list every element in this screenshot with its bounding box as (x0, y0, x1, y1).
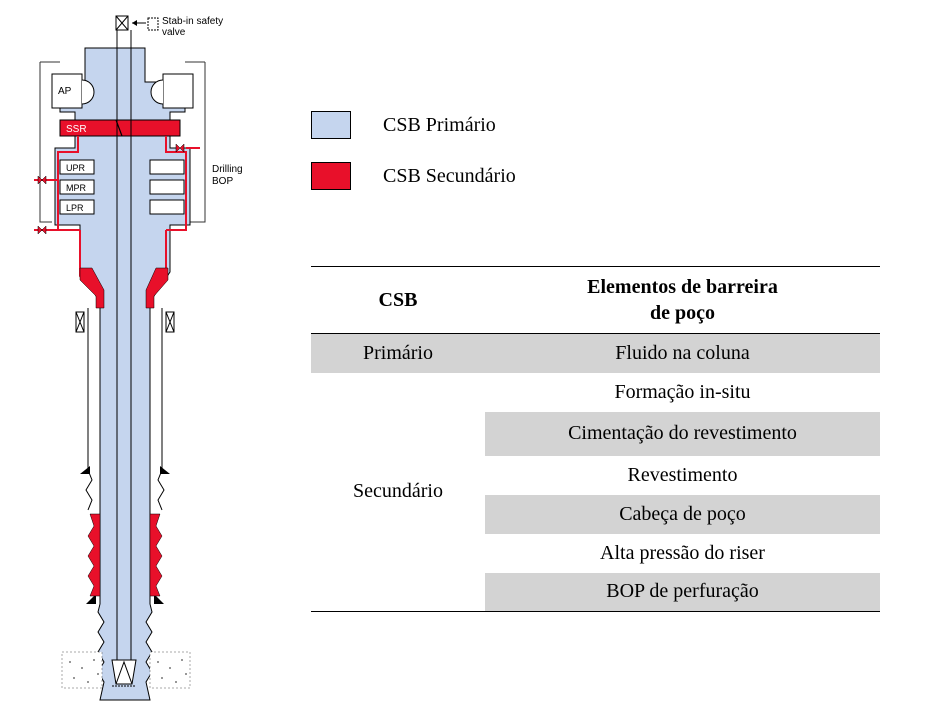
formation (61, 651, 191, 689)
mpr-label: MPR (66, 183, 87, 193)
ssr-label: SSR (66, 124, 87, 135)
ap-label: AP (58, 86, 72, 97)
element-cell: Revestimento (627, 463, 738, 486)
drill-string (116, 30, 132, 660)
table-row: Cabeça de poço (311, 494, 880, 534)
group-primary: Primário (363, 341, 433, 364)
element-cell: Cimentação do revestimento (485, 411, 880, 456)
casing-shoes (80, 466, 170, 604)
shear-ram: SSR (59, 119, 181, 137)
side-valves (37, 143, 185, 235)
header-csb: CSB (311, 266, 485, 334)
secondary-band (79, 267, 169, 309)
lpr-label: LPR (66, 203, 84, 213)
element-cell: Cabeça de poço (485, 494, 880, 534)
bop-frame (39, 61, 206, 223)
group-secondary: Secundário (311, 372, 485, 612)
casing-walls (75, 308, 175, 511)
drill-bit (111, 659, 137, 687)
drilling-bop-label-line2: BOP (212, 176, 233, 187)
element-cell: BOP de perfuração (485, 572, 880, 612)
stab-in-label-line2: valve (162, 27, 186, 38)
header-elements: Elementos de barreira de poço (485, 266, 880, 334)
table-row: BOP de perfuração (311, 572, 880, 612)
legend-label-primary: CSB Primário (383, 114, 496, 136)
header-elements-line2: de poço (650, 302, 715, 324)
primary-barrier-fluid (54, 47, 191, 701)
upr-label: UPR (66, 163, 86, 173)
secondary-cement (87, 513, 163, 597)
element-cell: Formação in-situ (614, 380, 751, 403)
annular-preventer: AP (51, 73, 194, 109)
legend-swatch-secondary (311, 162, 351, 190)
stab-in-valve: Stab-in safety valve (115, 15, 223, 38)
element-cell: Alta pressão do riser (600, 541, 765, 564)
pipe-rams: UPR MPR LPR (59, 159, 185, 215)
table-row-primary: Primário Fluido na coluna (311, 333, 880, 373)
well-barrier-diagram: AP SSR UPR MPR LPR (34, 15, 243, 701)
stab-in-label-line1: Stab-in safety (162, 16, 223, 27)
legend-swatch-primary (311, 111, 351, 139)
barrier-elements-table: CSB Elementos de barreira de poço Primár… (311, 266, 880, 612)
table-header-row: CSB Elementos de barreira de poço (311, 266, 880, 334)
table-row: Revestimento (311, 456, 880, 495)
table-row: Cimentação do revestimento (311, 411, 880, 456)
table-row: Alta pressão do riser (311, 534, 880, 573)
header-elements-line1: Elementos de barreira (587, 276, 778, 298)
legend-label-secondary: CSB Secundário (383, 165, 516, 187)
element-cell: Fluido na coluna (615, 341, 750, 364)
drilling-bop-label-line1: Drilling (212, 164, 243, 175)
table-row: Secundário Formação in-situ (311, 372, 880, 612)
